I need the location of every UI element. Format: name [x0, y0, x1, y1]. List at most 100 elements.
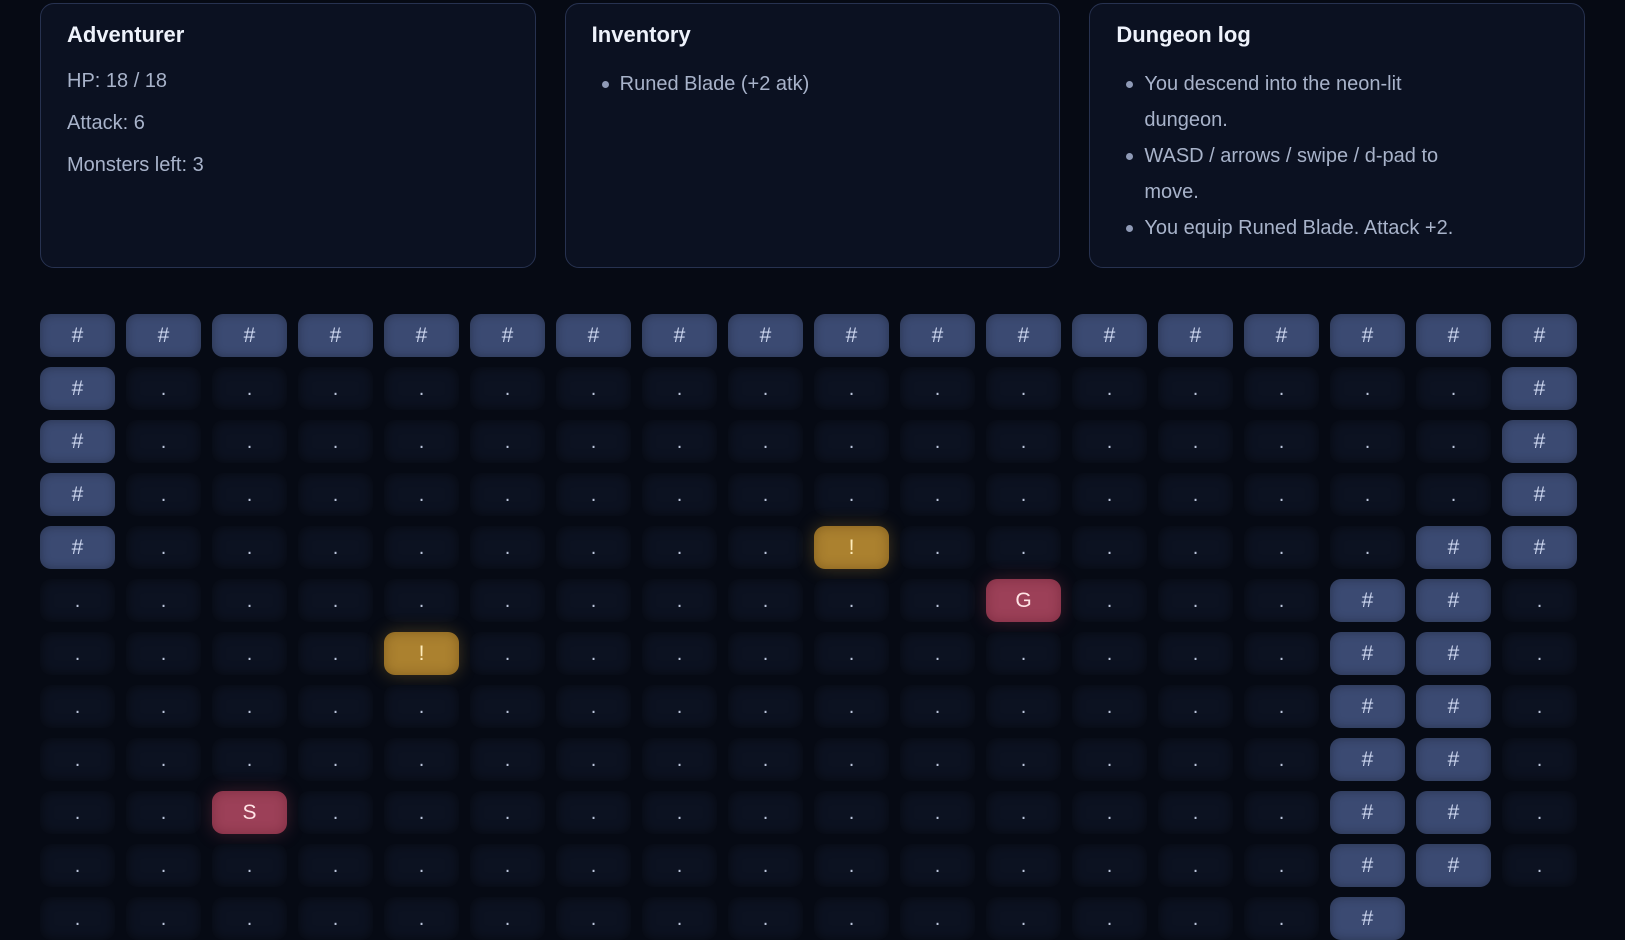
floor-cell: .: [1244, 685, 1319, 728]
floor-cell: .: [900, 738, 975, 781]
wall-cell: #: [728, 314, 803, 357]
floor-cell: .: [986, 844, 1061, 887]
floor-cell: .: [298, 897, 373, 940]
floor-cell: .: [642, 844, 717, 887]
floor-cell: .: [126, 526, 201, 569]
floor-cell: .: [126, 897, 201, 940]
floor-cell: .: [384, 579, 459, 622]
wall-cell: #: [212, 314, 287, 357]
bullet-icon: [1126, 153, 1134, 160]
floor-cell: .: [986, 526, 1061, 569]
wall-cell: #: [1330, 844, 1405, 887]
floor-cell: .: [1158, 473, 1233, 516]
floor-cell: .: [814, 579, 889, 622]
floor-cell: .: [642, 473, 717, 516]
floor-cell: .: [642, 632, 717, 675]
floor-cell: .: [384, 791, 459, 834]
floor-cell: .: [298, 420, 373, 463]
floor-cell: .: [556, 526, 631, 569]
floor-cell: .: [1244, 844, 1319, 887]
floor-cell: .: [126, 685, 201, 728]
floor-cell: .: [986, 473, 1061, 516]
floor-cell: .: [1158, 791, 1233, 834]
floor-cell: .: [384, 897, 459, 940]
floor-cell: .: [40, 738, 115, 781]
floor-cell: .: [728, 473, 803, 516]
floor-cell: .: [1158, 367, 1233, 410]
floor-cell: .: [40, 897, 115, 940]
log-entry-text: You descend into the neon-lit dungeon.: [1144, 73, 1402, 131]
floor-cell: .: [212, 685, 287, 728]
floor-cell: .: [1502, 738, 1577, 781]
floor-cell: .: [814, 791, 889, 834]
floor-cell: .: [642, 791, 717, 834]
floor-cell: .: [900, 791, 975, 834]
floor-cell: .: [1244, 632, 1319, 675]
wall-cell: #: [1416, 685, 1491, 728]
floor-cell: .: [642, 367, 717, 410]
wall-cell: #: [900, 314, 975, 357]
log-entry-text: You equip Runed Blade. Attack +2.: [1144, 217, 1454, 239]
inventory-list: Runed Blade (+2 atk): [592, 66, 1034, 102]
floor-cell: .: [1244, 367, 1319, 410]
floor-cell: .: [1244, 579, 1319, 622]
floor-cell: .: [126, 579, 201, 622]
floor-cell: .: [728, 579, 803, 622]
floor-cell: .: [900, 632, 975, 675]
floor-cell: .: [470, 685, 545, 728]
dungeon-log-list: You descend into the neon-lit dungeon. W…: [1116, 66, 1558, 246]
floor-cell: .: [1072, 738, 1147, 781]
wall-cell: #: [1158, 314, 1233, 357]
floor-cell: .: [728, 420, 803, 463]
floor-cell: .: [384, 473, 459, 516]
floor-cell: .: [212, 897, 287, 940]
inventory-item-label: Runed Blade (+2 atk): [619, 73, 810, 95]
floor-cell: .: [814, 420, 889, 463]
floor-cell: .: [470, 791, 545, 834]
bullet-icon: [601, 81, 609, 88]
log-entry: You descend into the neon-lit dungeon.: [1116, 66, 1461, 138]
floor-cell: .: [900, 685, 975, 728]
floor-cell: .: [642, 420, 717, 463]
wall-cell: #: [40, 473, 115, 516]
floor-cell: .: [986, 685, 1061, 728]
floor-cell: .: [212, 473, 287, 516]
floor-cell: .: [1244, 738, 1319, 781]
wall-cell: #: [1416, 844, 1491, 887]
item-cell: !: [384, 632, 459, 675]
floor-cell: .: [986, 791, 1061, 834]
floor-cell: .: [1502, 579, 1577, 622]
log-entry: You equip Runed Blade. Attack +2.: [1116, 210, 1461, 246]
floor-cell: .: [1072, 791, 1147, 834]
floor-cell: .: [728, 632, 803, 675]
floor-cell: .: [1158, 632, 1233, 675]
floor-cell: .: [470, 367, 545, 410]
adventurer-panel: Adventurer HP: 18 / 18 Attack: 6 Monster…: [40, 3, 536, 268]
floor-cell: .: [384, 526, 459, 569]
floor-cell: .: [1502, 632, 1577, 675]
floor-cell: .: [298, 738, 373, 781]
dungeon-grid[interactable]: # # # # # # # # # # # # # # # # # # #................ # #...…: [40, 314, 1577, 940]
floor-cell: .: [556, 367, 631, 410]
floor-cell: .: [728, 685, 803, 728]
floor-cell: .: [814, 473, 889, 516]
hp-stat: HP: 18 / 18: [67, 70, 168, 92]
monsters-left-stat: Monsters left: 3: [67, 154, 204, 176]
floor-cell: .: [728, 738, 803, 781]
floor-cell: .: [1158, 526, 1233, 569]
floor-cell: .: [384, 844, 459, 887]
wall-cell: #: [986, 314, 1061, 357]
floor-cell: .: [642, 526, 717, 569]
wall-cell: #: [1330, 685, 1405, 728]
adventurer-panel-title: Adventurer: [67, 22, 185, 47]
floor-cell: .: [1244, 897, 1319, 940]
floor-cell: .: [1158, 844, 1233, 887]
floor-cell: .: [728, 791, 803, 834]
floor-cell: .: [900, 579, 975, 622]
floor-cell: .: [556, 738, 631, 781]
floor-cell: .: [298, 367, 373, 410]
floor-cell: .: [814, 367, 889, 410]
floor-cell: .: [1072, 579, 1147, 622]
floor-cell: .: [1244, 791, 1319, 834]
